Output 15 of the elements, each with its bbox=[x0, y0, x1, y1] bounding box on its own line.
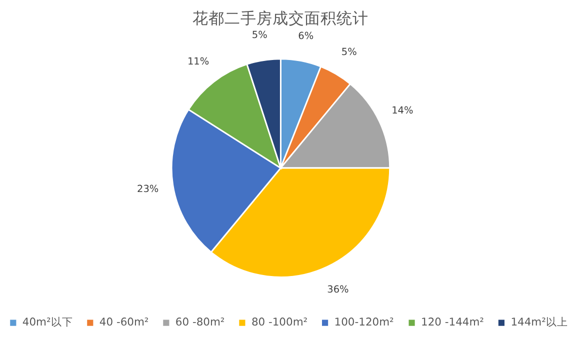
data-label: 36% bbox=[327, 284, 349, 296]
legend-label: 120 -144m² bbox=[421, 316, 484, 329]
data-label: 5% bbox=[252, 30, 268, 42]
data-label: 23% bbox=[137, 184, 159, 195]
legend-label: 60 -80m² bbox=[175, 316, 225, 329]
legend-label: 144m²以上 bbox=[510, 316, 568, 329]
data-label: 5% bbox=[341, 47, 357, 58]
chart-title: 花都二手房成交面积统计 bbox=[192, 9, 369, 28]
data-label: 6% bbox=[298, 30, 314, 42]
legend-label: 100-120m² bbox=[334, 316, 394, 329]
legend-label: 40 -60m² bbox=[99, 316, 149, 329]
legend-label: 40m²以下 bbox=[22, 316, 73, 329]
legend-label: 80 -100m² bbox=[251, 316, 308, 329]
data-label: 11% bbox=[187, 56, 210, 68]
data-label: 14% bbox=[392, 106, 414, 117]
